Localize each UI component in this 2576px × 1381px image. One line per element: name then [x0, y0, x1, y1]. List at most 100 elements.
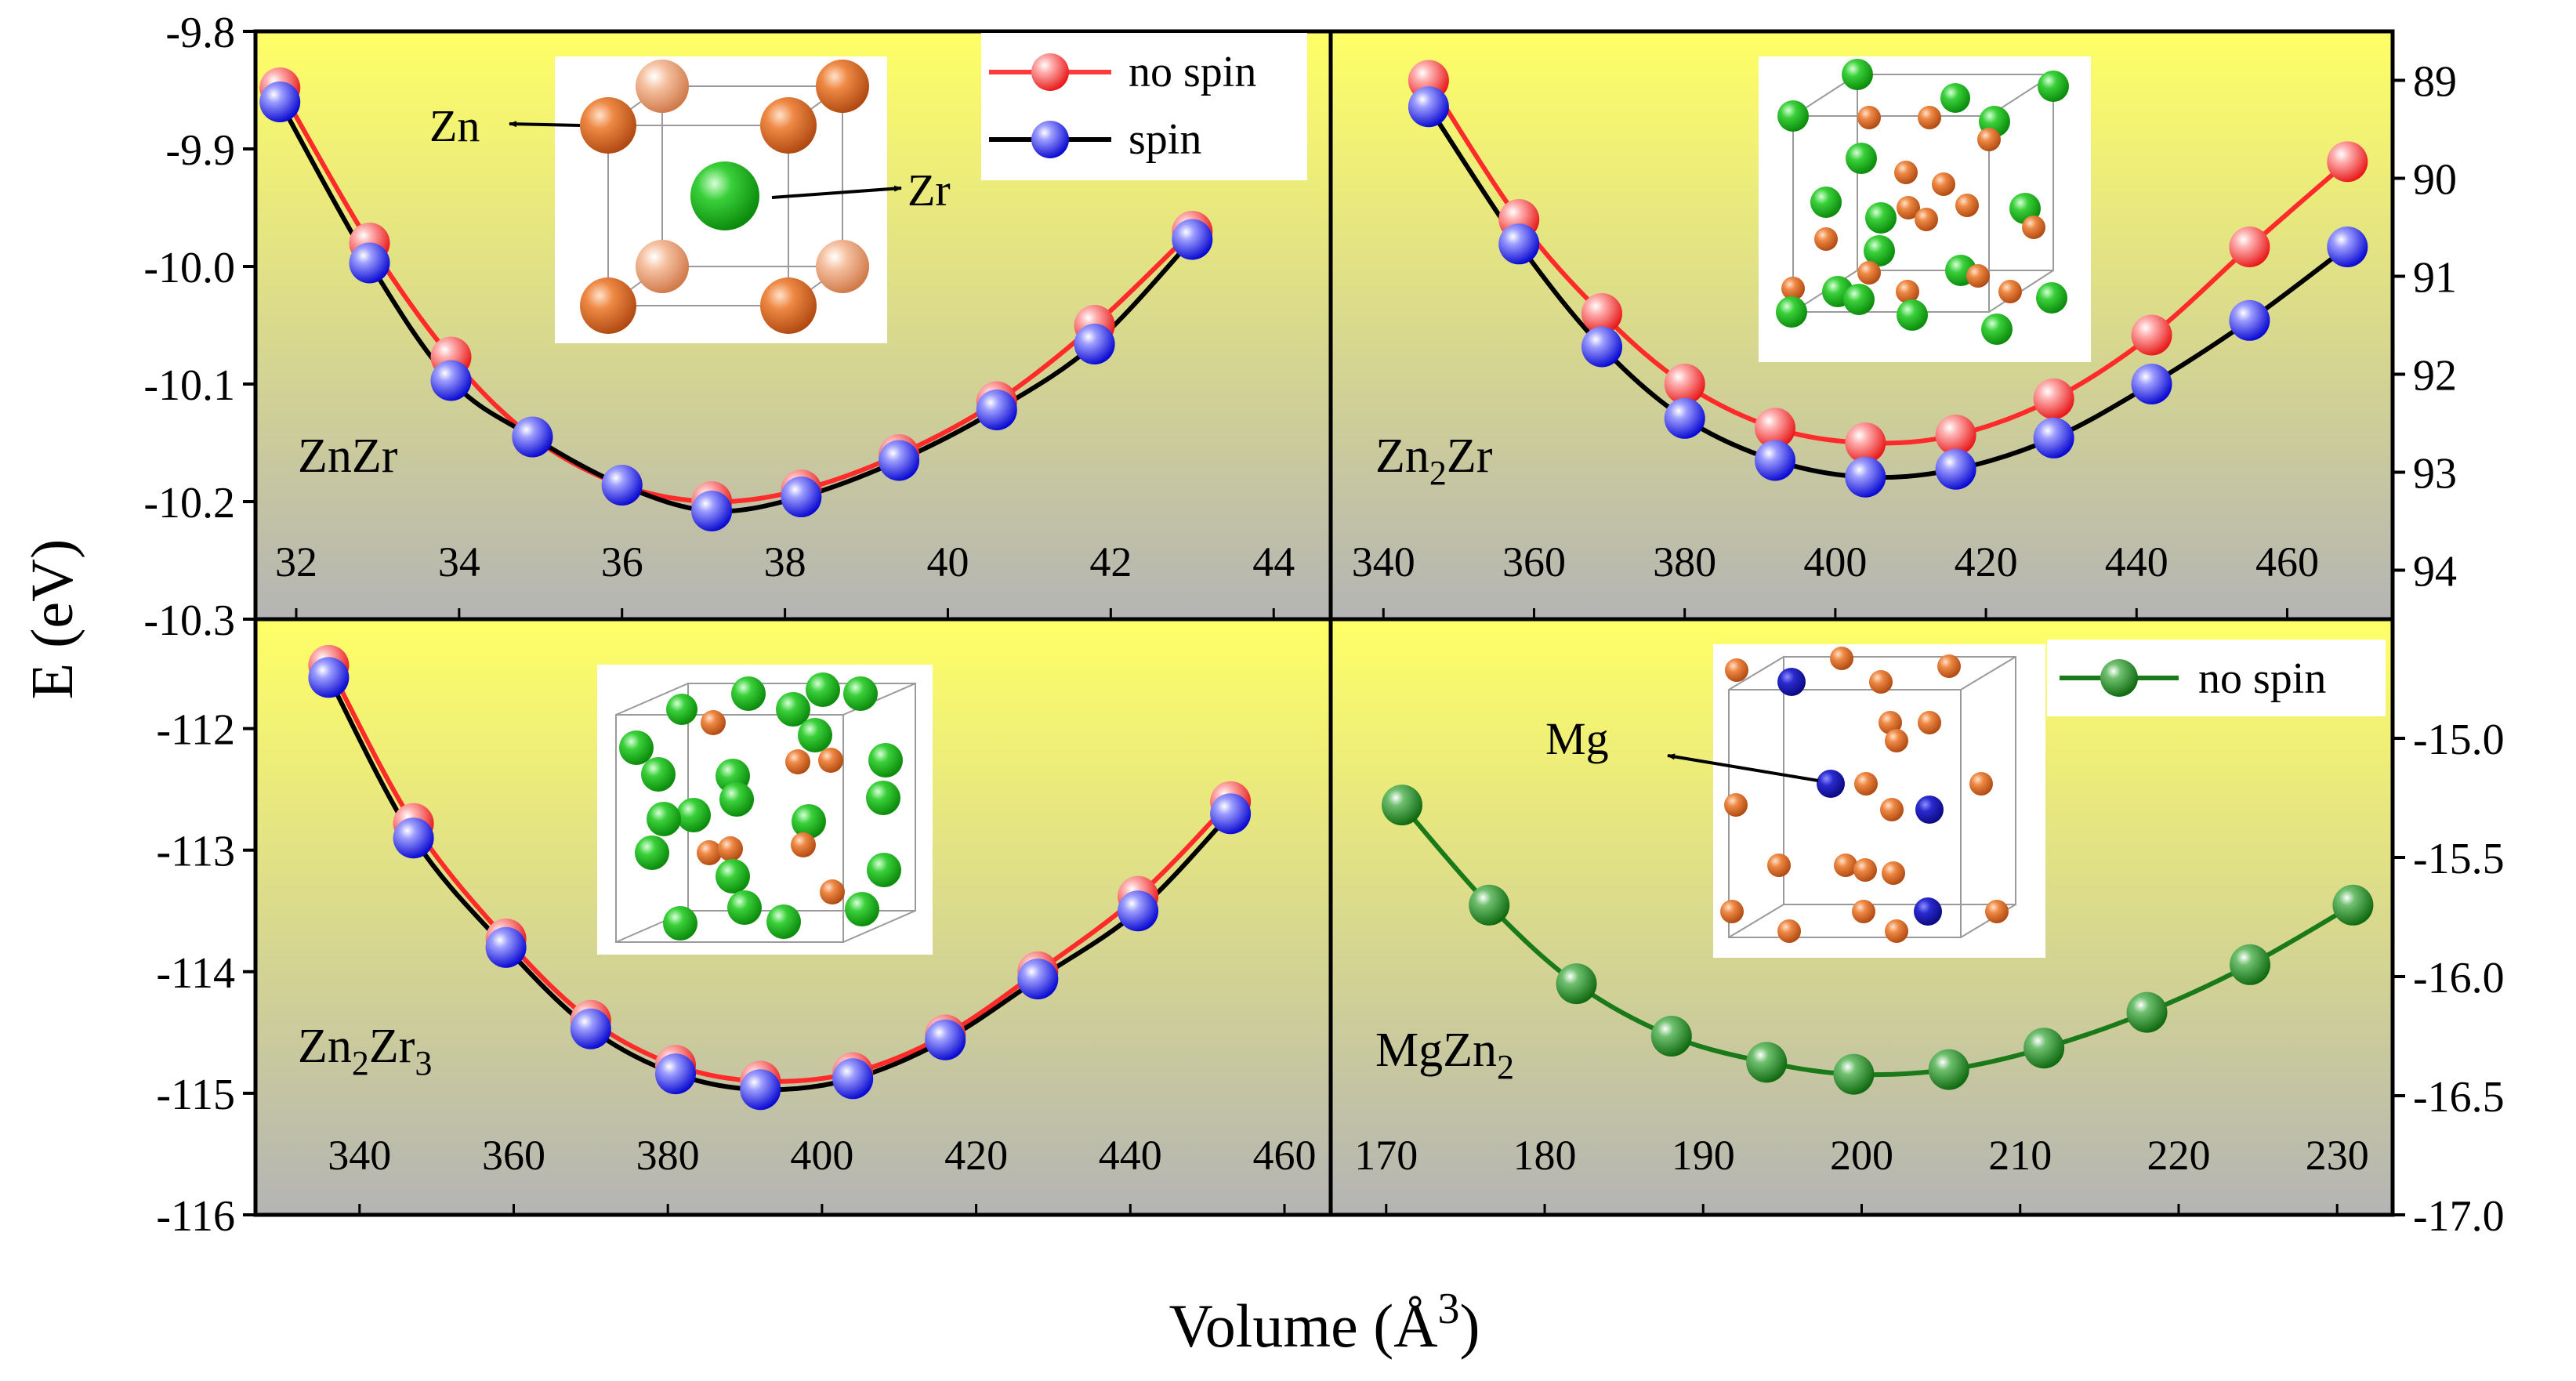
zr-atom — [690, 161, 759, 230]
data-point-no-spin — [2229, 227, 2270, 267]
zn-atom — [580, 97, 636, 154]
zr-atom — [1842, 59, 1873, 90]
zn-atom — [1896, 280, 1919, 303]
y-tick-label: -114 — [156, 949, 235, 998]
data-point-spin — [1935, 448, 1976, 490]
data-point-spin — [691, 491, 733, 531]
legend-znzr: no spin spin — [981, 33, 1307, 180]
data-point-no-spin — [2131, 314, 2172, 356]
panel-label-mgzn2: MgZn2 — [1375, 1024, 1514, 1086]
y-tick-label: -112 — [156, 706, 235, 755]
data-point-no-spin — [2327, 141, 2368, 183]
y-tick-label: 91 — [2413, 254, 2457, 303]
y-tick-label: -15.0 — [2413, 716, 2505, 764]
cube-front-face — [607, 125, 789, 306]
zn-atom — [760, 97, 817, 154]
x-tick-label: 440 — [2105, 538, 2168, 585]
data-point-spin — [781, 477, 822, 517]
zr-atom — [716, 859, 750, 893]
cube-back-face — [687, 683, 916, 912]
zr-atom — [1981, 314, 2013, 345]
zr-atom — [2038, 71, 2069, 102]
data-point-spin — [1755, 440, 1795, 481]
zn-atom — [1725, 658, 1748, 682]
cube-back-face — [661, 85, 843, 267]
mg-atom — [1915, 796, 1944, 824]
x-tick-label: 360 — [1502, 538, 1566, 585]
zr-atom — [641, 757, 676, 792]
panel-label-zn2zr3: Zn2Zr3 — [298, 1020, 432, 1082]
zn-pointer-arrow — [509, 121, 581, 128]
x-tick-label: 460 — [1252, 1132, 1316, 1179]
data-point-spin — [879, 440, 920, 481]
x-tick-label: 380 — [1653, 538, 1716, 585]
y-tick-label: -17.0 — [2413, 1192, 2505, 1241]
zn-atom — [1969, 772, 1993, 796]
y-tick-label: 92 — [2413, 352, 2457, 401]
zn-atom — [1879, 711, 1902, 734]
zn-atom — [580, 277, 636, 334]
cube-edge — [842, 910, 916, 943]
y-tick-label: -10.1 — [143, 361, 235, 410]
data-point-spin — [1172, 219, 1213, 260]
zn-atom — [1854, 772, 1878, 796]
zr-atom — [1897, 299, 1928, 331]
data-point-spin — [1017, 959, 1059, 1000]
zr-atom — [766, 904, 801, 939]
x-tick-label: 180 — [1513, 1132, 1577, 1179]
zn-atom — [785, 749, 810, 774]
y-tick-label: -16.0 — [2413, 954, 2505, 1002]
data-point-spin — [259, 82, 301, 122]
data-point-no-spin — [1650, 1016, 1692, 1057]
legend-box — [981, 33, 1307, 180]
zr-atom — [1776, 296, 1807, 328]
data-point-spin — [2327, 227, 2368, 267]
legend-marker-no-spin — [1031, 53, 1069, 91]
zn-atom — [791, 832, 816, 857]
zr-label: Zr — [908, 165, 951, 216]
data-point-no-spin — [1556, 963, 1597, 1005]
zr-atom — [866, 781, 900, 815]
mg-atom — [1817, 770, 1845, 798]
x-tick-label: 340 — [328, 1132, 391, 1179]
zn-atom — [1830, 647, 1853, 670]
x-tick-label: 440 — [1099, 1132, 1162, 1179]
x-tick-label: 460 — [2255, 538, 2319, 585]
zn-atom — [1857, 106, 1881, 129]
zn-atom — [1918, 106, 1941, 129]
data-point-no-spin — [1833, 1053, 1875, 1095]
y-tick-label: 94 — [2413, 548, 2457, 596]
y-tick-label: -116 — [156, 1192, 235, 1241]
zr-pointer-arrow — [771, 185, 902, 199]
x-tick-label: 360 — [482, 1132, 545, 1179]
zn-atom — [636, 240, 689, 293]
mg-pointer-arrow — [1667, 753, 1819, 782]
zn-atom — [1853, 858, 1877, 882]
zn-atom — [1857, 261, 1881, 285]
zr-atom — [776, 692, 810, 727]
y-tick-label: -9.8 — [165, 9, 235, 57]
mgzn2-atoms — [1720, 647, 2009, 943]
cube-back-face — [1783, 656, 2016, 905]
zn-atom — [1897, 196, 1920, 219]
inset-mgzn2-crystal: Mg — [1545, 644, 2045, 958]
zr-atom — [2036, 282, 2067, 314]
panel-frames — [253, 29, 2395, 1217]
panel-label-znzr: ZnZr — [298, 430, 398, 483]
y-tick-label: -10.2 — [143, 479, 235, 527]
data-point-spin — [308, 657, 350, 698]
x-tick-label: 190 — [1672, 1132, 1735, 1179]
zn-atom — [818, 748, 843, 773]
y-tick-label: -115 — [156, 1071, 235, 1119]
x-tick-label: 420 — [1955, 538, 2018, 585]
zr-atom — [1843, 284, 1875, 315]
x-tick-label: 34 — [438, 538, 480, 585]
x-axis-title: Volume (Å3) — [1168, 1285, 1480, 1360]
zr-atom — [663, 906, 697, 941]
markers-layer — [259, 60, 2374, 1111]
panel-label-zn2zr: Zn2Zr — [1375, 430, 1493, 492]
data-point-spin — [740, 1069, 781, 1111]
x-tick-label: 400 — [790, 1132, 853, 1179]
legend-marker-mg — [2100, 659, 2138, 697]
